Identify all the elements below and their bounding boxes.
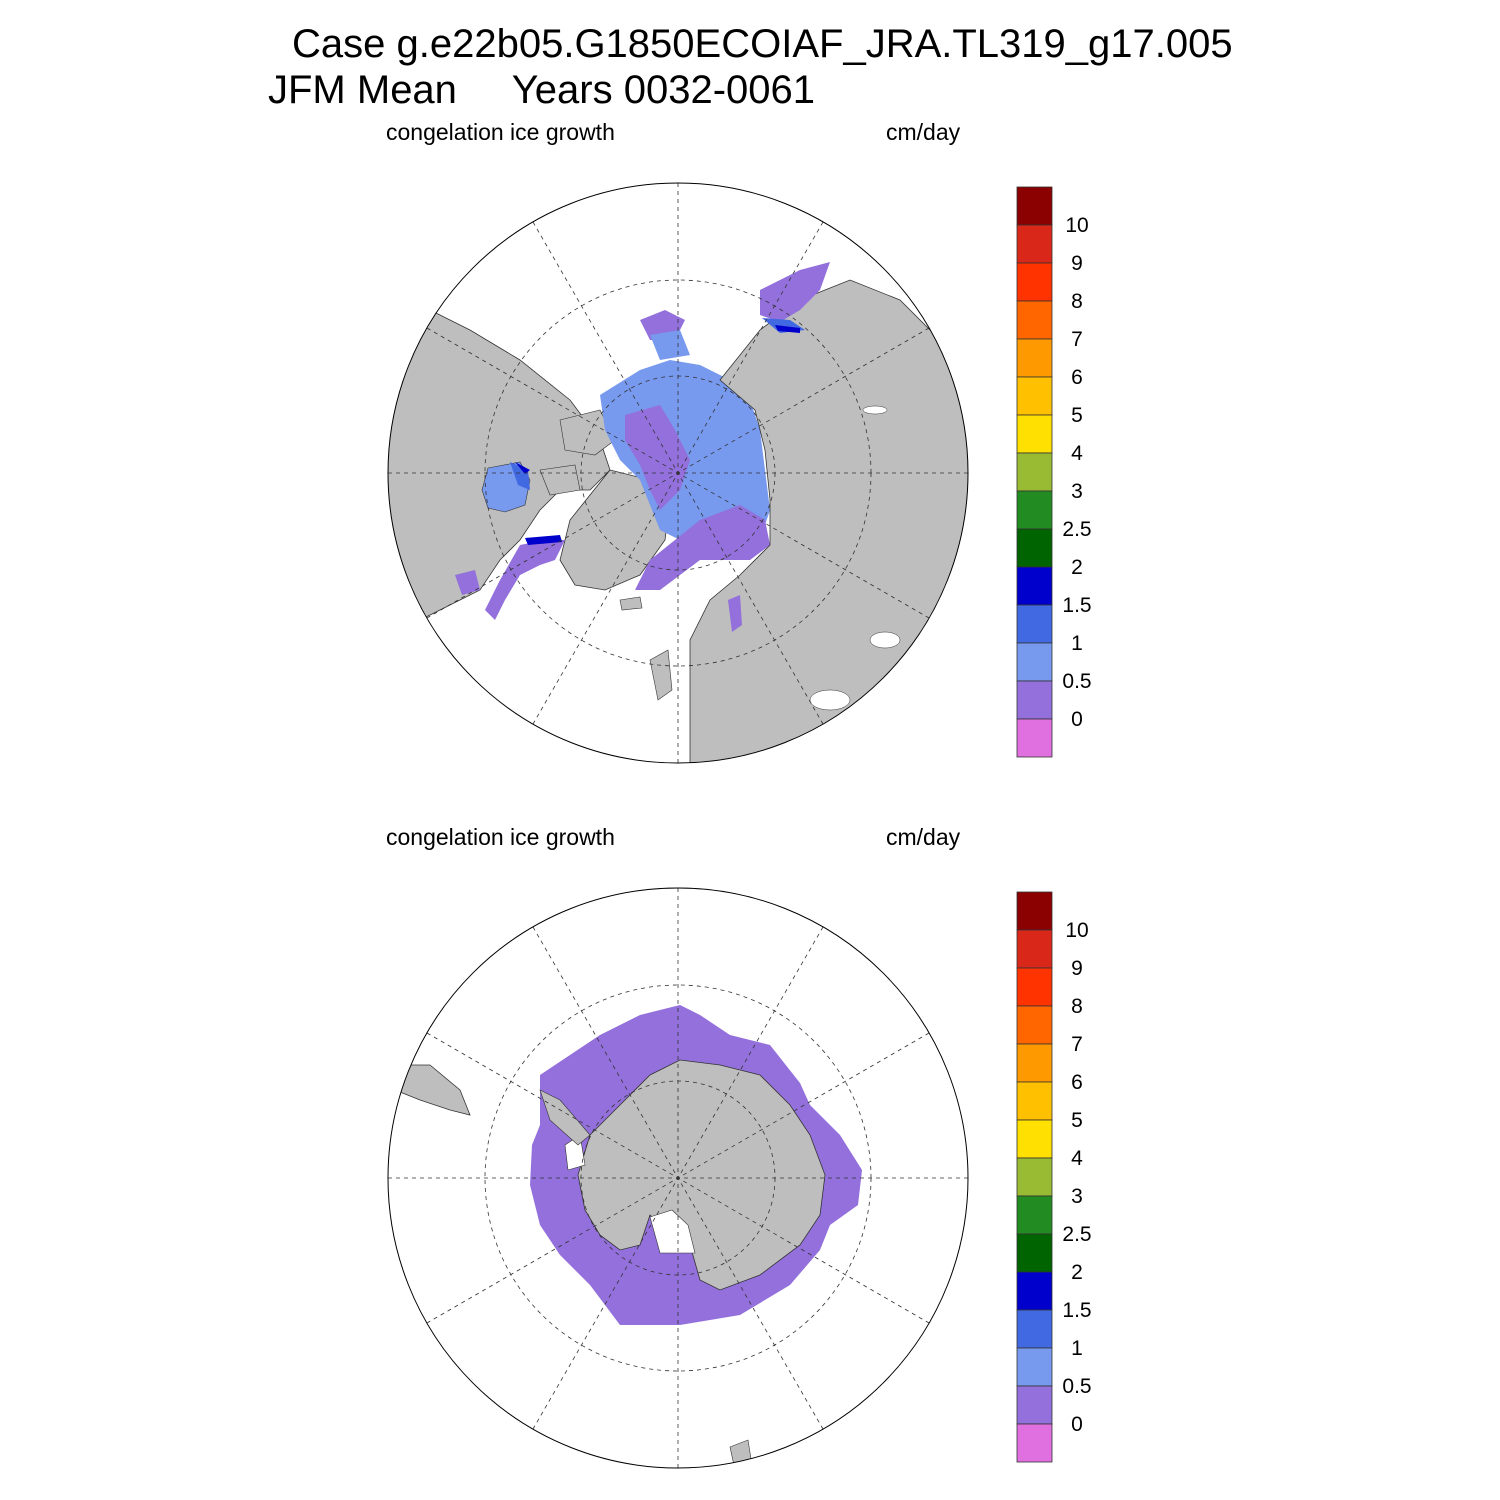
antarctica-land [577,1059,826,1291]
north-variable-label: congelation ice growth [386,119,615,145]
north-colorbar-tick-label: 4 [1071,442,1083,465]
south-colorbar-tick-label: 0.5 [1062,1375,1091,1398]
north-colorbar-tick-label: 1.5 [1062,594,1091,617]
south-colorbar-box [1016,1043,1053,1083]
north-colorbar-tick-label: 0.5 [1062,670,1091,693]
south-colorbar-box [1016,1157,1053,1197]
north-colorbar-box [1016,642,1053,682]
north-colorbar-tick-label: 6 [1071,366,1083,389]
north-colorbar-box [1016,262,1053,302]
south-colorbar-tick-label: 6 [1071,1071,1083,1094]
north-colorbar-tick-label: 0 [1071,708,1083,731]
south-colorbar-tick-label: 9 [1071,957,1083,980]
south-colorbar-tick-label: 8 [1071,995,1083,1018]
south-colorbar-tick-label: 7 [1071,1033,1083,1056]
north-colorbar-tick-label: 7 [1071,328,1083,351]
north-colorbar-box [1016,680,1053,720]
sea-of-okhotsk-ice [760,262,830,322]
north-colorbar-box [1016,490,1053,530]
south-units-label: cm/day [886,824,961,850]
north-colorbar-box [1016,224,1053,264]
south-colorbar-tick-label: 0 [1071,1413,1083,1436]
north-colorbar-tick-label: 9 [1071,252,1083,275]
south-colorbar-tick-label: 3 [1071,1185,1083,1208]
south-colorbar-box [1016,1005,1053,1045]
south-colorbar-tick-label: 1 [1071,1337,1083,1360]
north-units-label: cm/day [886,119,961,145]
south-colorbar-box [1016,1385,1053,1425]
south-colorbar-tick-label: 2.5 [1062,1223,1091,1246]
north-polar-map: 10 9 8 7 6 5 4 3 2.5 2 1.5 1 0.5 0 [387,182,1092,764]
north-colorbar-tick-label: 2 [1071,556,1083,579]
north-colorbar-box [1016,718,1053,758]
north-graticule [388,183,968,763]
north-colorbar-box [1016,452,1053,492]
south-colorbar-tick-label: 4 [1071,1147,1083,1170]
south-colorbar-box [1016,1233,1053,1273]
baffin-labrador-ice [485,540,565,620]
south-colorbar-box [1016,1423,1053,1463]
north-colorbar-box [1016,528,1053,568]
south-colorbar-tick-label: 2 [1071,1261,1083,1284]
south-colorbar-tick-label: 5 [1071,1109,1083,1132]
south-variable-label: congelation ice growth [386,824,615,850]
north-colorbar-tick-label: 2.5 [1062,518,1091,541]
south-colorbar-box [1016,967,1053,1007]
north-colorbar-box [1016,186,1053,226]
south-colorbar-box [1016,1271,1053,1311]
south-graticule [388,888,968,1468]
north-colorbar-tick-label: 8 [1071,290,1083,313]
south-colorbar-box [1016,891,1053,931]
south-colorbar-box [1016,1081,1053,1121]
north-colorbar-tick-label: 10 [1065,214,1088,237]
south-colorbar-box [1016,1195,1053,1235]
south-colorbar-box [1016,1119,1053,1159]
north-colorbar-tick-label: 1 [1071,632,1083,655]
north-colorbar-box [1016,300,1053,340]
south-colorbar-tick-label: 10 [1065,919,1088,942]
north-colorbar: 10 9 8 7 6 5 4 3 2.5 2 1.5 1 0.5 0 [1016,186,1092,758]
south-colorbar-box [1016,929,1053,969]
title-line-1: Case g.e22b05.G1850ECOIAF_JRA.TL319_g17.… [292,22,1233,66]
south-colorbar: 10 9 8 7 6 5 4 3 2.5 2 1.5 1 0.5 0 [1016,891,1092,1463]
south-colorbar-box [1016,1309,1053,1349]
north-colorbar-tick-label: 3 [1071,480,1083,503]
north-colorbar-box [1016,566,1053,606]
north-colorbar-box [1016,604,1053,644]
south-polar-map: 10 9 8 7 6 5 4 3 2.5 2 1.5 1 0.5 0 [387,887,1092,1469]
north-colorbar-box [1016,376,1053,416]
north-colorbar-tick-label: 5 [1071,404,1083,427]
south-colorbar-tick-label: 1.5 [1062,1299,1091,1322]
north-colorbar-box [1016,414,1053,454]
title-line-2: JFM Mean Years 0032-0061 [268,68,815,112]
north-colorbar-box [1016,338,1053,378]
south-colorbar-box [1016,1347,1053,1387]
